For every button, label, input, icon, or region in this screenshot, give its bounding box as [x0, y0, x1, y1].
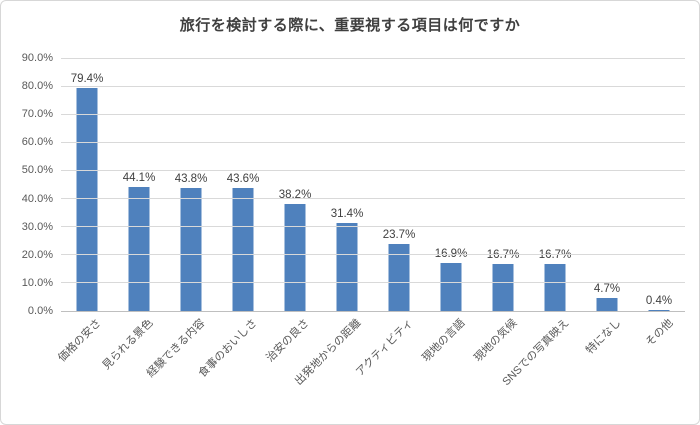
- y-axis-tick-label: 60.0%: [21, 136, 53, 149]
- bar-slot: 16.7%: [529, 58, 581, 311]
- bar: [232, 188, 254, 311]
- bar-value-label: 43.6%: [226, 173, 260, 185]
- y-axis-tick-label: 70.0%: [21, 108, 53, 121]
- y-axis-tick-label: 80.0%: [21, 80, 53, 93]
- bar-value-label: 31.4%: [330, 208, 364, 220]
- bar-slot: 79.4%: [61, 58, 113, 311]
- gridline: [61, 282, 685, 284]
- bar-value-label: 4.7%: [593, 283, 621, 295]
- bar-slot: 44.1%: [113, 58, 165, 311]
- gridline: [61, 113, 685, 115]
- y-axis-tick-label: 30.0%: [21, 220, 53, 233]
- bar: [440, 263, 462, 311]
- bar-value-label: 0.4%: [645, 295, 673, 307]
- y-axis-tick-label: 20.0%: [21, 248, 53, 261]
- bar: [180, 188, 202, 311]
- bar: [492, 264, 514, 311]
- bar-value-label: 16.9%: [434, 248, 468, 260]
- bar: [336, 223, 358, 311]
- bar-value-label: 43.8%: [174, 173, 208, 185]
- bar-slot: 31.4%: [321, 58, 373, 311]
- bar: [76, 88, 98, 311]
- gridline: [61, 85, 685, 87]
- bar-slot: 0.4%: [633, 58, 685, 311]
- bar-value-label: 23.7%: [382, 229, 416, 241]
- x-axis-category-label: 価格の安さ: [56, 317, 104, 365]
- bar-slot: 43.6%: [217, 58, 269, 311]
- bar-slot: 43.8%: [165, 58, 217, 311]
- gridline: [61, 141, 685, 143]
- bar-value-label: 79.4%: [70, 73, 104, 85]
- bar: [388, 244, 410, 311]
- bar-slot: 16.7%: [477, 58, 529, 311]
- y-axis-tick-label: 10.0%: [21, 276, 53, 289]
- gridline: [61, 57, 685, 59]
- bar-slot: 23.7%: [373, 58, 425, 311]
- x-axis-line: [61, 310, 685, 312]
- y-axis-tick-label: 50.0%: [21, 164, 53, 177]
- gridline: [61, 226, 685, 228]
- gridline: [61, 169, 685, 171]
- y-axis-tick-label: 90.0%: [21, 52, 53, 64]
- gridline: [61, 198, 685, 200]
- bars-container: 79.4% 44.1% 43.8% 43.6% 38.2% 31.4% 23.7% 16.9%…: [61, 58, 685, 311]
- y-axis-tick-label: 40.0%: [21, 192, 53, 205]
- bar: [544, 264, 566, 311]
- bar-slot: 4.7%: [581, 58, 633, 311]
- bar-value-label: 38.2%: [278, 189, 312, 201]
- bar-value-label: 44.1%: [122, 172, 156, 184]
- gridline: [61, 254, 685, 256]
- bar: [284, 204, 306, 311]
- y-axis-tick-label: 0.0%: [27, 305, 53, 317]
- chart-title: 旅行を検討する際に、重要視する項目は何ですか: [179, 17, 521, 34]
- plot-area: 79.4% 44.1% 43.8% 43.6% 38.2% 31.4% 23.7% 16.9%…: [61, 57, 685, 312]
- bar: [128, 187, 150, 311]
- bar: [596, 298, 618, 311]
- bar-slot: 16.9%: [425, 58, 477, 311]
- bar-slot: 38.2%: [269, 58, 321, 311]
